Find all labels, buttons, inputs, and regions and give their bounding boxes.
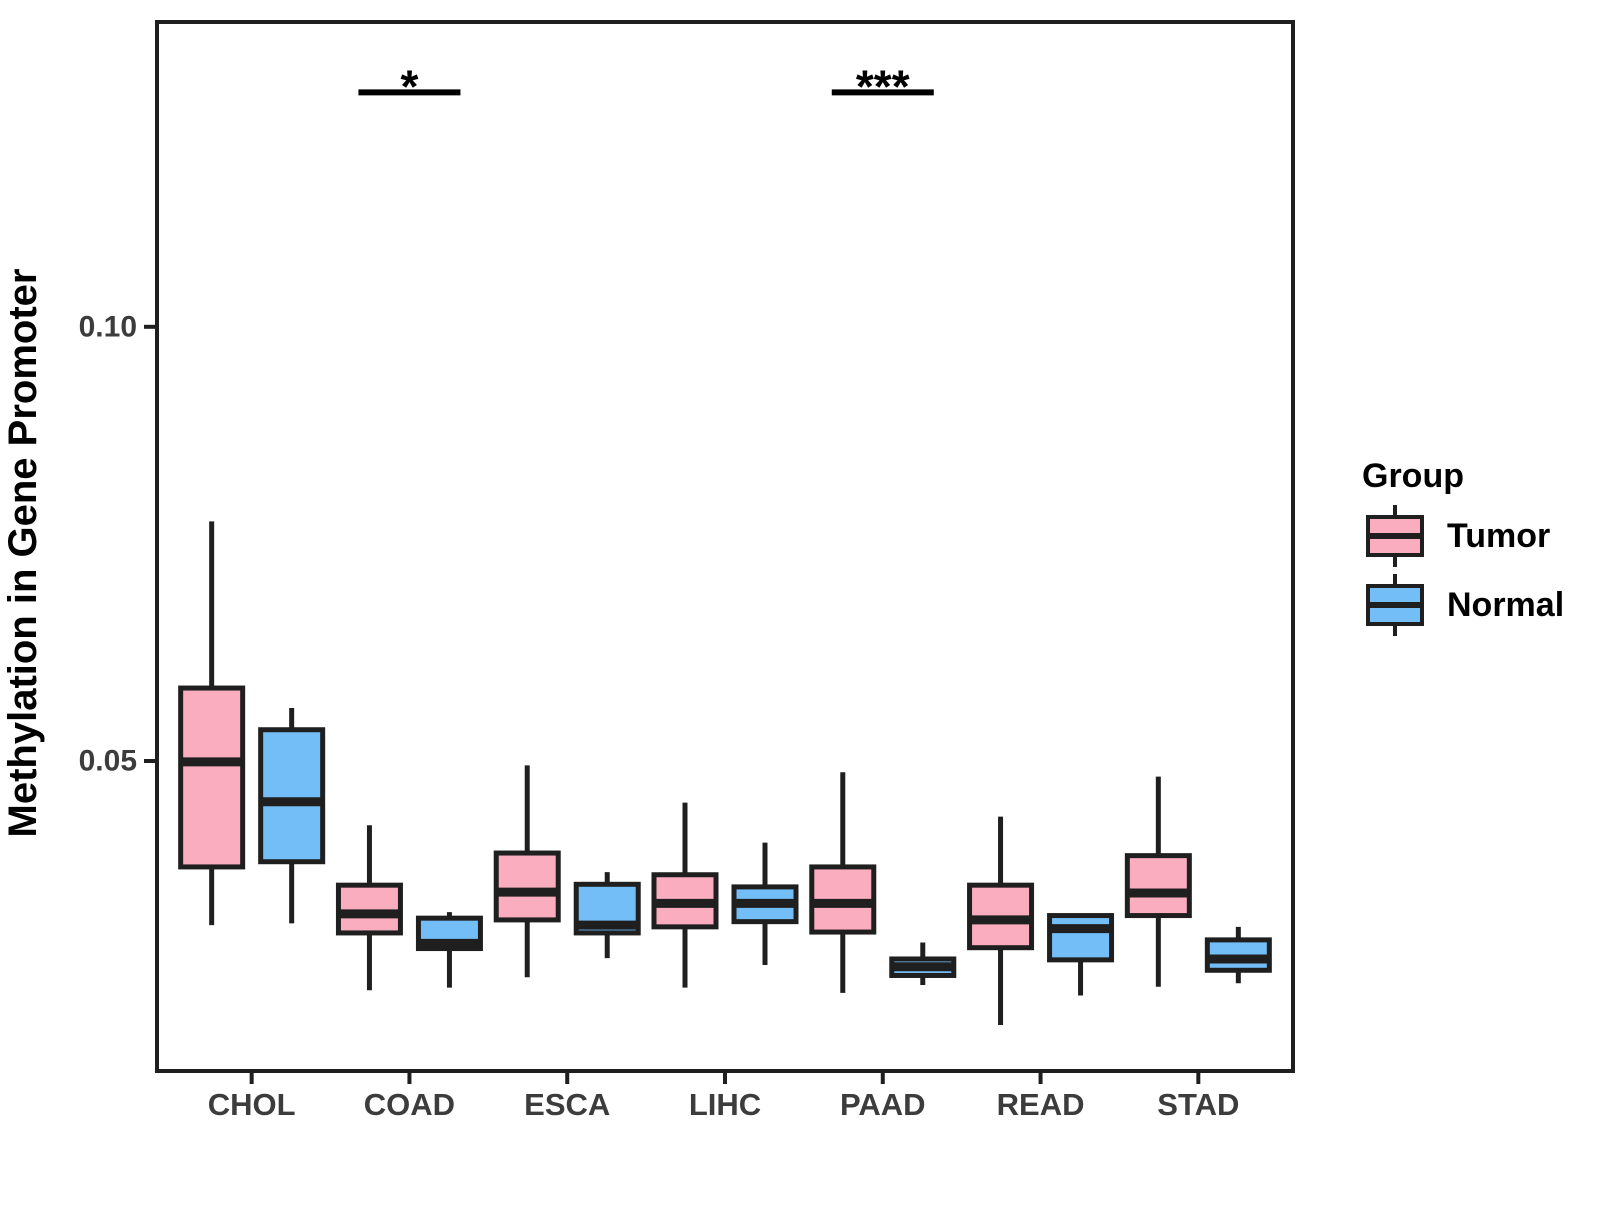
box-paad-normal (889, 942, 957, 986)
significance-paad: *** (831, 60, 934, 112)
box-stad-normal (1204, 926, 1272, 984)
box-read-normal (1047, 913, 1115, 996)
panel-border (155, 20, 1295, 1073)
x-tick-label: LIHC (689, 1087, 761, 1122)
box-chol-tumor (178, 521, 246, 926)
y-axis-title: Methylation in Gene Promoter (1, 269, 45, 838)
legend-entry-label: Tumor (1447, 517, 1550, 555)
x-tick-label: ESCA (524, 1087, 610, 1122)
box-lihc-tumor (651, 802, 719, 988)
box-coad-tumor (335, 825, 403, 991)
legend-title: Group (1362, 457, 1464, 495)
iqr-box (493, 850, 561, 923)
box-esca-tumor (493, 765, 561, 978)
box-lihc-normal (731, 842, 799, 966)
iqr-box (178, 685, 246, 870)
iqr-box (1047, 913, 1115, 963)
x-tick-label: STAD (1157, 1087, 1239, 1122)
legend-entry-tumor: Tumor (1366, 505, 1550, 567)
plot-panel (155, 20, 1295, 1073)
legend: Group Tumor Normal (1362, 457, 1564, 636)
iqr-box (258, 727, 326, 865)
box-coad-normal (415, 912, 483, 988)
box-esca-normal (573, 872, 641, 959)
legend-entries: Tumor Normal (1366, 505, 1564, 636)
iqr-box (1124, 853, 1192, 919)
significance-annotations: * *** (358, 60, 934, 112)
boxes-layer (178, 521, 1272, 1025)
significance-stars: *** (856, 60, 910, 112)
box-read-tumor (967, 816, 1035, 1025)
x-axis: CHOL COAD ESCA LIHC PAAD READ STAD (208, 1071, 1239, 1122)
significance-stars: * (400, 60, 418, 112)
x-tick-label: PAAD (840, 1087, 926, 1122)
legend-entry-normal: Normal (1366, 574, 1564, 636)
x-tick-label: READ (997, 1087, 1085, 1122)
y-tick-label: 0.10 (79, 310, 137, 343)
box-paad-tumor (809, 772, 877, 993)
box-stad-tumor (1124, 776, 1192, 987)
legend-entry-label: Normal (1447, 586, 1564, 624)
y-axis: 0.05 0.10 (79, 310, 157, 777)
significance-coad: * (358, 60, 461, 112)
y-tick-label: 0.05 (79, 744, 137, 777)
box-chol-normal (258, 708, 326, 924)
x-tick-label: COAD (364, 1087, 455, 1122)
iqr-box (335, 882, 403, 936)
x-tick-label: CHOL (208, 1087, 296, 1122)
